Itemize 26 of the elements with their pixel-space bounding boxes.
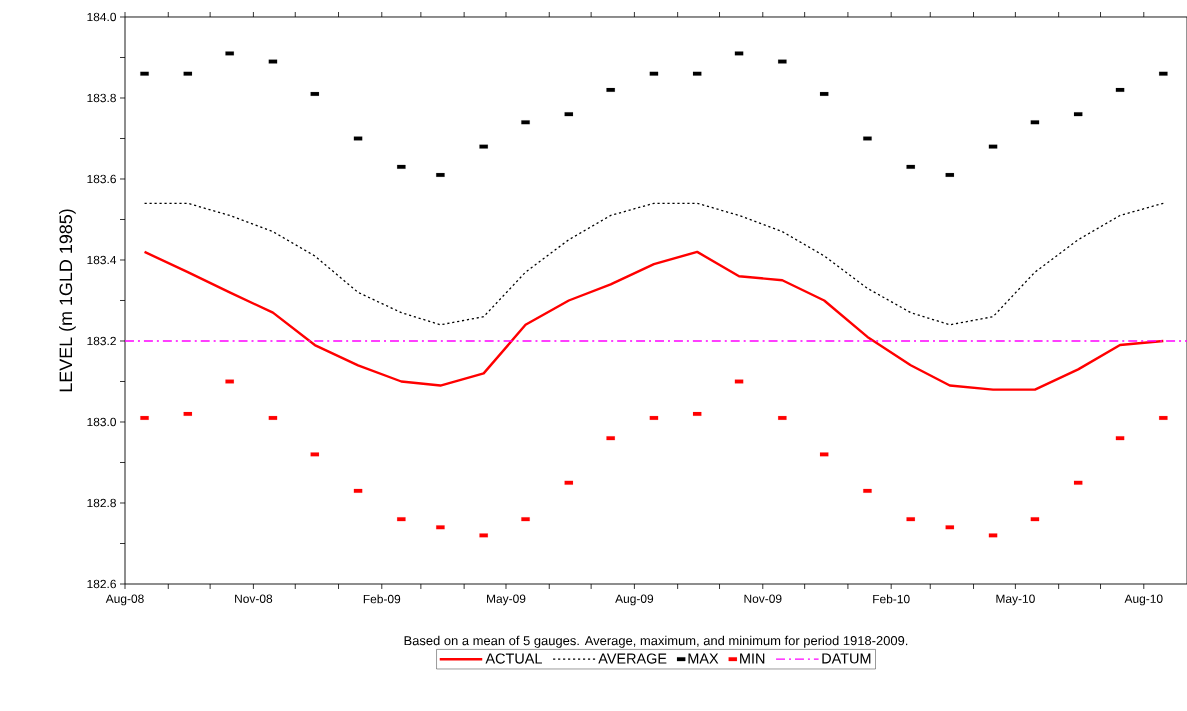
x-tick-label: Nov-09 <box>744 594 782 603</box>
y-axis-title: LEVEL (m 1GLD 1985) <box>59 209 76 392</box>
x-tick-label: May-09 <box>487 594 526 606</box>
x-tick-label: Nov-08 <box>235 594 273 603</box>
legend-label: DATUM <box>822 653 871 664</box>
y-tick-label: 184.0 <box>87 12 117 22</box>
x-tick-label: Aug-08 <box>105 594 144 606</box>
line-series <box>143 202 1164 326</box>
x-tick-label: Aug-10 <box>1124 594 1163 606</box>
y-tick-label: 182.8 <box>87 498 116 508</box>
line-series <box>143 250 1165 391</box>
legend-label: ACTUAL <box>485 653 542 664</box>
y-tick-label: 182.6 <box>87 579 116 589</box>
y-tick-label: 183.4 <box>87 255 117 265</box>
legend-label: MAX <box>688 653 719 664</box>
x-tick-label: Feb-09 <box>363 594 401 604</box>
legend-label: AVERAGE <box>598 653 667 664</box>
y-tick-label: 183.6 <box>87 174 116 184</box>
text: Based on a mean of 5 gauges. Average, maximum, and minimum for period 1918-2009. <box>404 635 908 648</box>
x-tick-label: Aug-09 <box>615 594 654 606</box>
legend-label: MIN <box>740 653 765 664</box>
y-tick-label: 183.2 <box>87 336 116 346</box>
x-tick-label: Feb-10 <box>873 594 910 604</box>
y-tick-label: 183.8 <box>87 93 116 103</box>
y-tick-label: 183.0 <box>87 417 117 427</box>
x-tick-label: May-10 <box>996 594 1035 606</box>
